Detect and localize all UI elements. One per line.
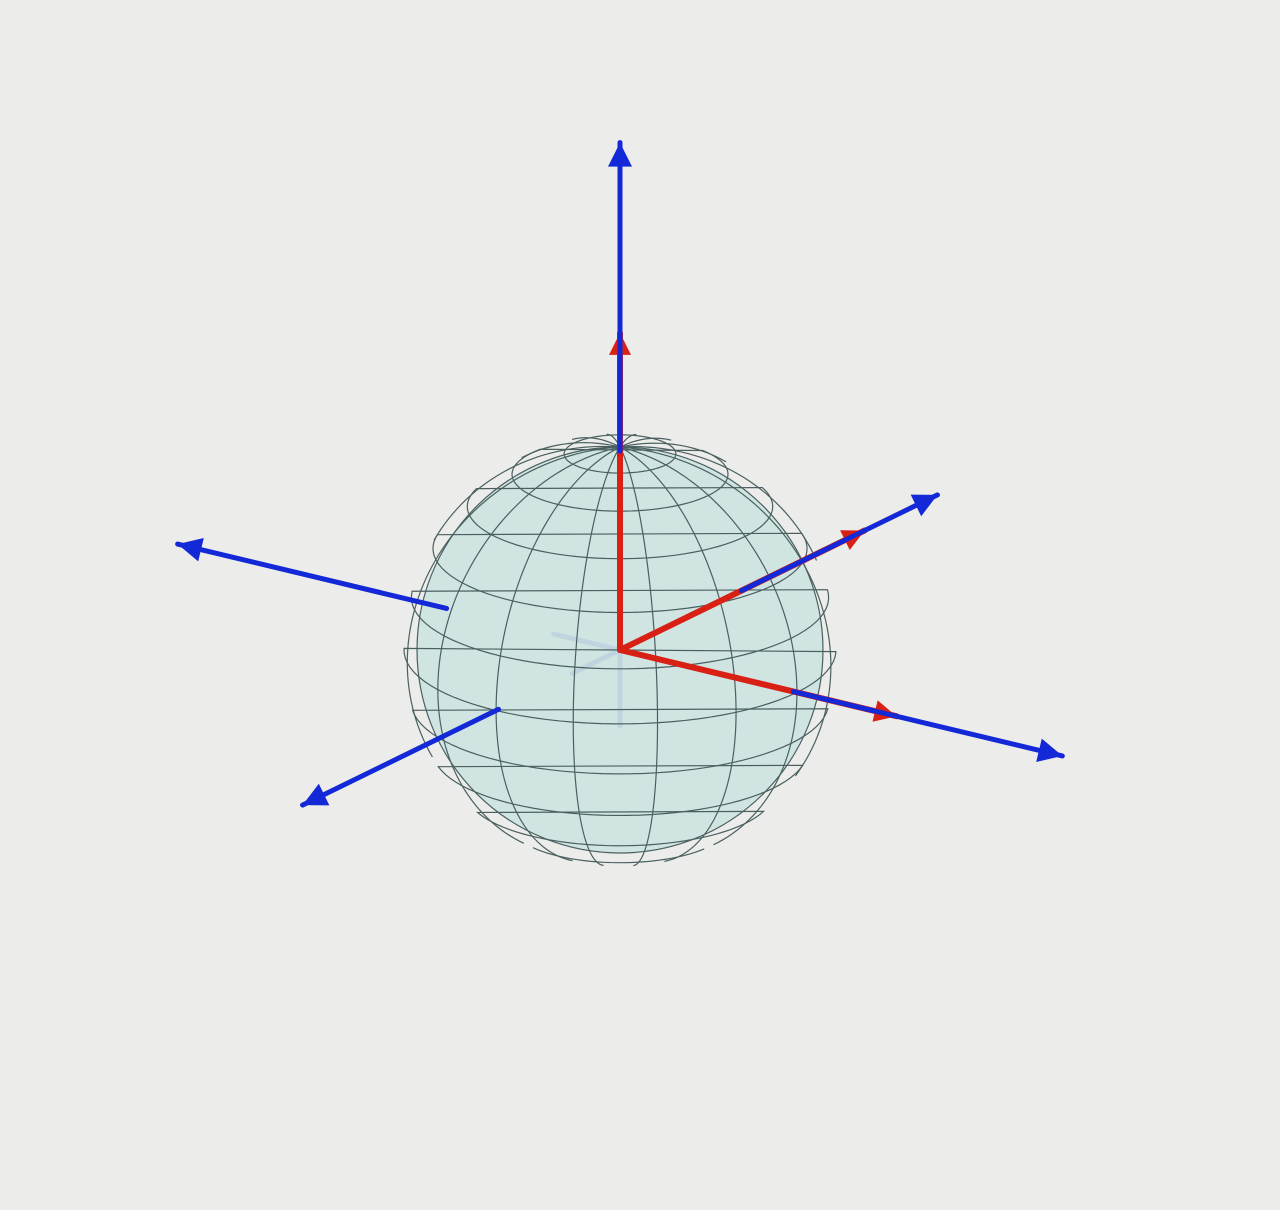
sphere-3d-viewport [0, 0, 1280, 1210]
